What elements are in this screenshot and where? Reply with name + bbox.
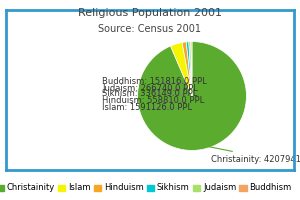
Wedge shape — [138, 42, 246, 150]
Legend: Christainity, Islam, Hinduism, Sikhism, Judaism, Buddhism: Christainity, Islam, Hinduism, Sikhism, … — [0, 180, 295, 196]
Text: Christainity: 42079417.0 PPL: Christainity: 42079417.0 PPL — [208, 147, 300, 164]
Wedge shape — [170, 43, 192, 96]
Text: Buddhism: 151816.0 PPL: Buddhism: 151816.0 PPL — [102, 77, 207, 86]
Text: Hinduism: 558810.0 PPL: Hinduism: 558810.0 PPL — [102, 96, 205, 105]
Text: Sikhism: 336149.0 PPL: Sikhism: 336149.0 PPL — [102, 89, 198, 98]
Text: Islam: 1591126.0 PPL: Islam: 1591126.0 PPL — [102, 103, 192, 112]
Text: Religious Population 2001: Religious Population 2001 — [78, 8, 222, 18]
Text: Source: Census 2001: Source: Census 2001 — [98, 24, 202, 34]
Wedge shape — [191, 42, 192, 96]
Wedge shape — [182, 42, 192, 96]
Wedge shape — [186, 42, 192, 96]
Text: Judaism: 266740.0 PPL: Judaism: 266740.0 PPL — [102, 84, 198, 93]
Wedge shape — [189, 42, 192, 96]
